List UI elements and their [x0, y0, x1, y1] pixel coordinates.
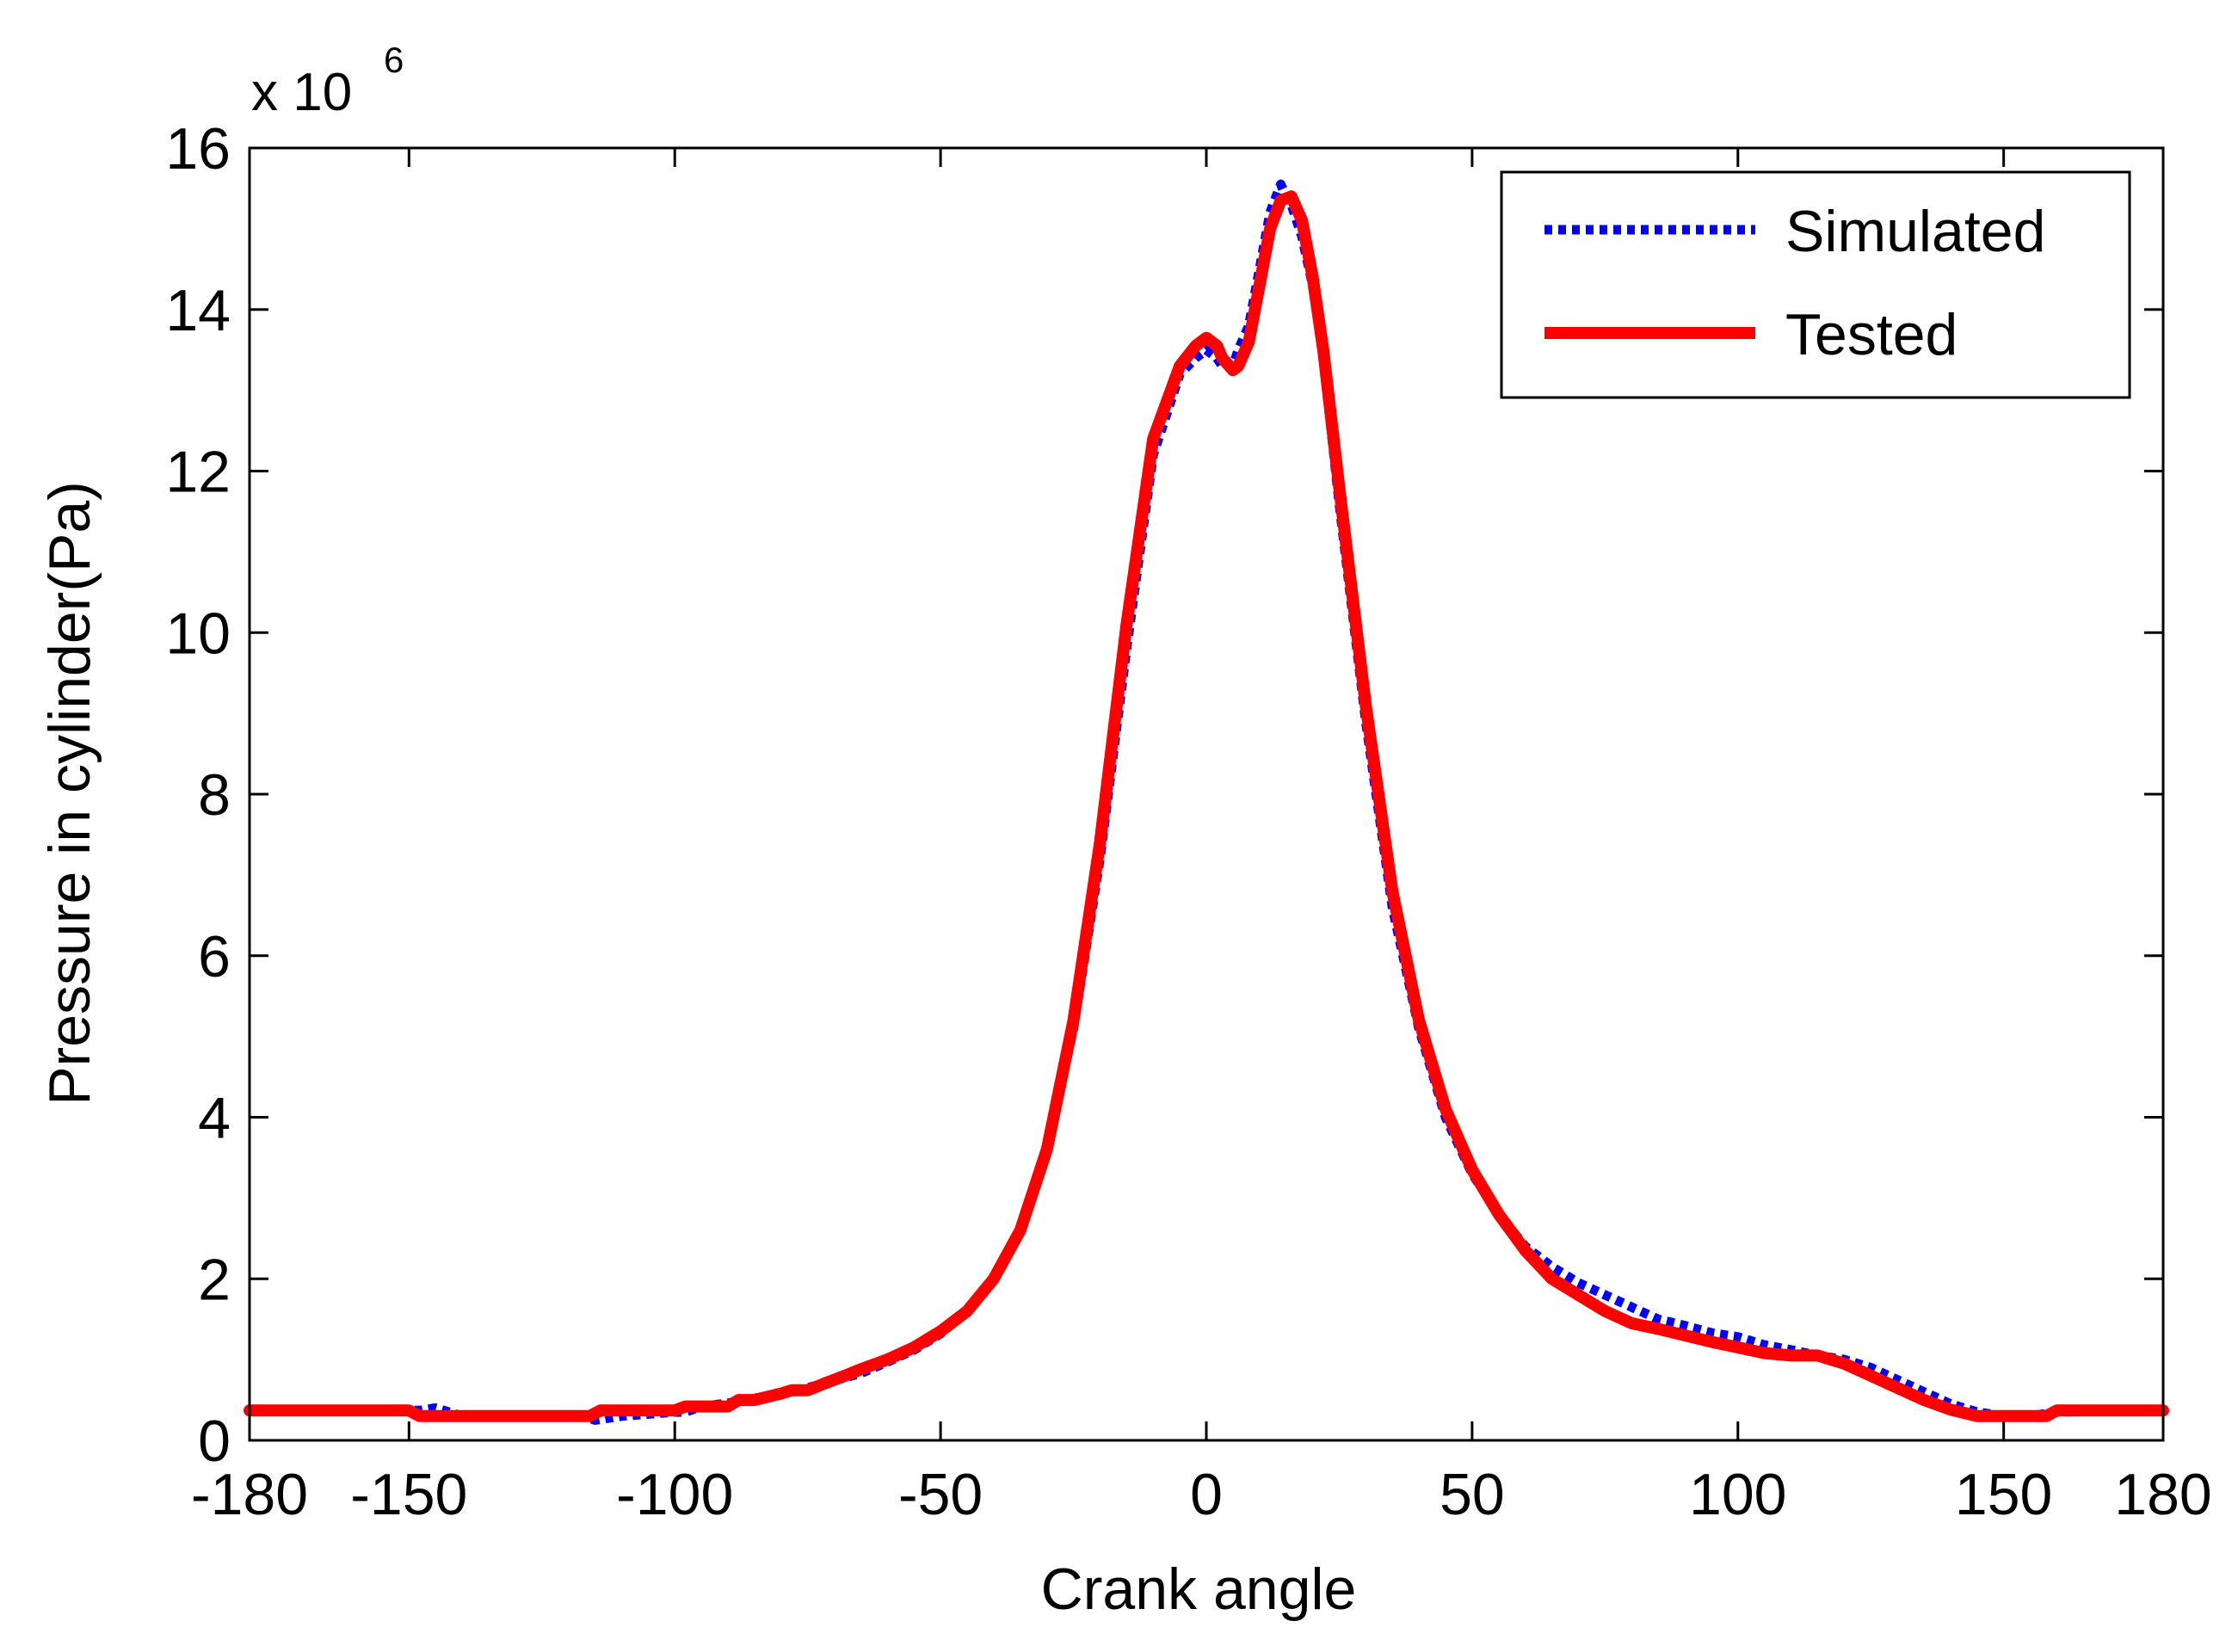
y-axis-label: Pressure in cylinder(Pa)	[37, 481, 102, 1106]
x-tick-label: -50	[898, 1462, 983, 1527]
y-tick-label: 4	[198, 1086, 231, 1151]
x-tick-label: 50	[1440, 1462, 1505, 1527]
legend: Simulated Tested	[1500, 170, 2131, 399]
x-axis-label: Crank angle	[1041, 1556, 1357, 1622]
x-tick-label: 150	[1955, 1462, 2052, 1527]
y-tick-label: 16	[165, 116, 231, 182]
y-tick-label: 14	[165, 278, 231, 343]
x-tick-label: -180	[191, 1462, 308, 1527]
y-tick-label: 0	[198, 1409, 231, 1474]
x-tick-label: 180	[2114, 1462, 2211, 1527]
y-multiplier-exponent: 6	[384, 40, 404, 80]
y-tick-label: 8	[198, 762, 231, 828]
x-tick-label: 0	[1190, 1462, 1223, 1527]
legend-box	[1500, 170, 2131, 399]
x-tick-label: -100	[616, 1462, 733, 1527]
y-tick-label: 2	[198, 1247, 231, 1312]
y-tick-label: 12	[165, 440, 231, 505]
y-multiplier: x 10 6	[251, 40, 404, 122]
legend-label-tested: Tested	[1785, 302, 1957, 367]
x-tick-label: 100	[1689, 1462, 1786, 1527]
series-line-tested	[244, 190, 2169, 1422]
x-tick-label: -150	[350, 1462, 467, 1527]
legend-label-simulated: Simulated	[1785, 199, 2045, 264]
y-multiplier-base: x 10	[251, 63, 352, 122]
y-tick-label: 6	[198, 924, 231, 989]
ticks-layer: -180 -150 -100 -50 0 50 100 150 180 0 2 4 6 8 10 12 14 16	[165, 116, 2211, 1527]
y-tick-label: 10	[165, 601, 231, 666]
series-layer	[244, 179, 2169, 1425]
